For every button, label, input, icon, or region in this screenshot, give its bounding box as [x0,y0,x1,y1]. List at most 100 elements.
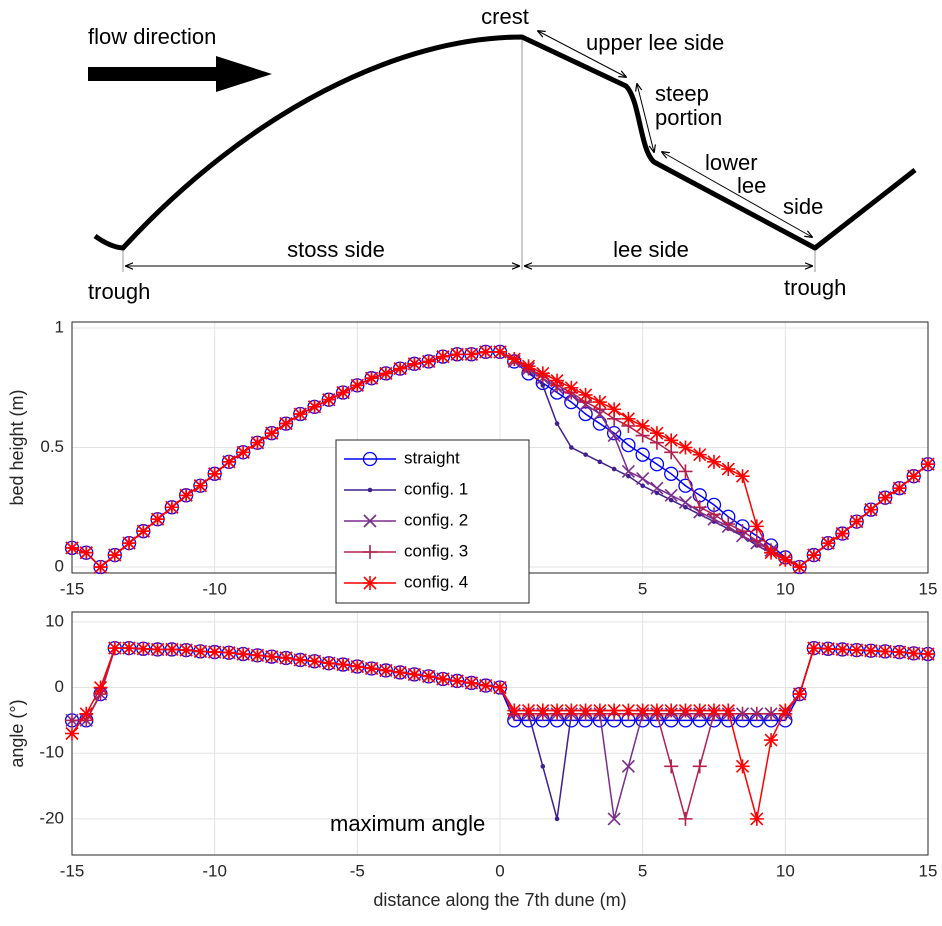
marker-star [179,488,194,503]
marker-star [635,418,650,433]
marker-star [692,447,707,462]
lower-lee-label: lee [737,173,766,198]
marker-star [821,536,836,551]
marker-plus [707,507,721,522]
marker-star [592,703,607,718]
lower-lee-arrow [662,152,812,237]
marker-star [493,344,507,359]
marker-dot [540,764,546,769]
marker-star [221,454,236,469]
marker-cross [636,472,650,486]
marker-star [236,647,251,662]
marker-cross [664,488,678,502]
marker-star [806,641,821,656]
marker-star [464,347,479,362]
marker-star [93,680,108,695]
y-tick-label: 10 [45,611,64,630]
marker-star [749,519,764,534]
marker-star [507,352,522,367]
trough-label: trough [88,279,150,304]
marker-cross [607,428,621,443]
marker-star [264,649,279,664]
marker-star [649,703,664,718]
y-tick-label: -20 [39,808,64,827]
marker-star [164,642,179,657]
marker-star [849,514,864,529]
marker-star [207,645,222,660]
x-tick-label: 5 [638,579,647,598]
marker-star [221,645,236,660]
marker-star [892,481,907,496]
marker-star [364,661,379,676]
y-axis-label: angle (°) [7,699,27,767]
marker-cross [678,495,693,510]
marker-star [521,703,536,718]
marker-star [236,445,251,460]
marker-star [892,645,907,660]
legend-label: straight [404,448,460,467]
marker-star [407,667,422,682]
marker-star [378,663,393,678]
marker-plus [735,524,750,539]
marker-star [264,426,279,441]
x-tick-label: 10 [776,861,795,880]
y-tick-label: 0 [55,677,64,696]
marker-star [806,548,821,563]
marker-star [821,641,836,656]
x-tick-label: -15 [60,579,85,598]
marker-star [906,469,921,484]
marker-circle [635,447,650,462]
marker-star [906,646,921,661]
marker-star [664,703,679,718]
marker-circle [621,437,636,453]
marker-star [279,650,293,665]
x-tick-label: -10 [202,579,227,598]
marker-star [835,526,850,541]
flow-label: flow direction [88,24,216,49]
marker-star [250,435,265,450]
marker-star [363,576,377,590]
marker-star [635,703,650,718]
marker-star [279,416,293,431]
marker-star [863,502,878,517]
marker-star [122,641,137,656]
marker-plus [749,706,764,721]
marker-star [150,512,165,527]
marker-dot [654,490,660,496]
marker-dot [640,483,645,489]
marker-star [535,703,550,718]
marker-star [921,647,935,662]
marker-dot [611,466,617,472]
marker-circle [664,466,679,481]
marker-star [136,641,151,656]
marker-star [707,703,721,718]
marker-star [764,545,779,560]
marker-star [621,411,636,426]
marker-star [421,669,436,684]
y-axis-label: bed height (m) [7,389,27,505]
marker-star [179,643,194,658]
steep-label: portion [655,105,722,130]
marker-plus [65,713,79,728]
flow-arrow-head [216,56,272,92]
marker-star [122,536,137,551]
lower-lee-label: lower [705,150,758,175]
marker-star [592,395,607,410]
x-axis-label: distance along the 7th dune (m) [373,890,626,910]
marker-star [321,392,336,407]
marker-star [307,399,322,414]
legend-label: config. 1 [404,479,468,498]
lee-label: lee side [613,237,689,262]
marker-star [307,654,322,669]
marker-star [464,675,479,690]
marker-star [535,366,550,381]
y-tick-label: 1 [55,317,64,336]
marker-star [393,665,408,680]
marker-plus [678,464,693,479]
marker-plus [363,545,377,559]
marker-star [193,644,208,659]
marker-star [207,466,222,481]
marker-star [393,361,408,376]
marker-cross [650,481,664,495]
marker-star [421,354,436,369]
